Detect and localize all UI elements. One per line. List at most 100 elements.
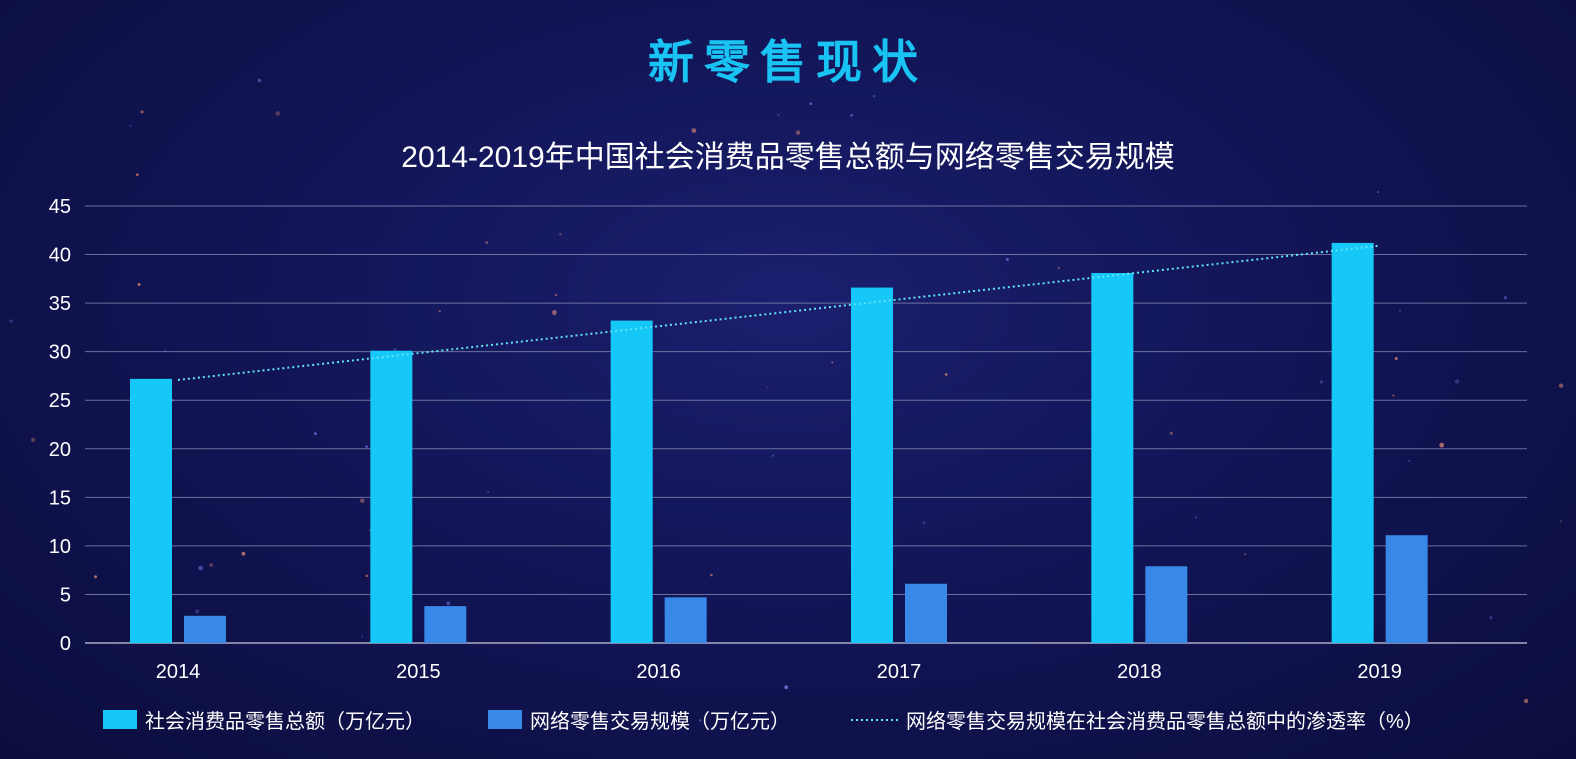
- x-tick-label: 2016: [636, 661, 681, 683]
- y-tick-label: 20: [49, 439, 71, 461]
- bar-retail-2017: [851, 287, 893, 643]
- background-star: [699, 719, 702, 722]
- background-star: [1115, 722, 1120, 727]
- background-star: [361, 635, 364, 638]
- background-star: [784, 685, 789, 690]
- x-tick-label: 2014: [156, 661, 201, 683]
- bar-retail-2016: [610, 320, 653, 643]
- bar-retail-2015: [370, 350, 413, 643]
- background-star: [1169, 167, 1173, 170]
- x-tick-label: 2015: [396, 661, 441, 683]
- background-star: [1169, 431, 1173, 435]
- legend: 社会消费品零售总额（万亿元） 网络零售交易规模（万亿元） 网络零售交易规模在社会消费…: [103, 710, 1424, 733]
- y-tick-label: 45: [49, 196, 71, 218]
- background-star: [209, 563, 213, 567]
- background-star: [850, 113, 854, 117]
- background-star: [809, 102, 813, 105]
- y-tick-label: 25: [49, 390, 71, 412]
- background-star: [485, 241, 489, 245]
- bar-online-2017: [905, 583, 947, 643]
- background-star: [691, 128, 697, 134]
- background-star: [487, 491, 490, 494]
- background-star: [195, 609, 200, 614]
- background-star: [1408, 459, 1411, 462]
- bar-online-2019: [1385, 535, 1428, 643]
- background-star: [1244, 553, 1247, 556]
- background-star: [137, 283, 141, 286]
- bar-online-2016: [664, 597, 707, 643]
- x-axis-ticks: 2014 2015 2016 2017 2018 2019: [156, 661, 1402, 683]
- background-star: [365, 445, 368, 448]
- bar-retail-2018: [1091, 273, 1134, 643]
- y-tick-label: 15: [49, 487, 71, 509]
- bar-online-2018: [1145, 566, 1188, 643]
- background-star: [1006, 258, 1009, 261]
- x-tick-label: 2017: [877, 661, 922, 683]
- background-star: [1377, 191, 1379, 193]
- background-star: [1503, 296, 1507, 300]
- background-star: [1454, 379, 1460, 384]
- background-star: [94, 575, 97, 579]
- y-tick-label: 5: [60, 584, 71, 606]
- bars: [130, 242, 1428, 643]
- background-star: [1394, 356, 1398, 361]
- background-star: [360, 498, 365, 503]
- background-star: [944, 373, 948, 376]
- background-star: [9, 319, 13, 323]
- x-tick-label: 2019: [1357, 661, 1402, 683]
- background-star: [1195, 516, 1197, 519]
- background-star: [30, 437, 36, 442]
- background-star: [922, 521, 926, 525]
- trend-line-path: [177, 244, 1380, 381]
- legend-label-retail: 社会消费品零售总额（万亿元）: [145, 710, 425, 733]
- background-star: [1439, 442, 1445, 448]
- background-star: [365, 574, 369, 578]
- background-star: [1392, 394, 1395, 397]
- background-star: [393, 347, 397, 351]
- background-star: [275, 111, 281, 116]
- background-star: [872, 94, 876, 98]
- background-star: [1489, 616, 1493, 620]
- y-gridlines: [85, 205, 1527, 644]
- legend-label-online: 网络零售交易规模（万亿元）: [530, 710, 790, 733]
- bar-online-2014: [184, 615, 226, 643]
- background-star: [767, 386, 769, 389]
- background-stars: [9, 78, 1564, 727]
- page-headline: 新零售现状: [648, 36, 928, 88]
- background-star: [1398, 309, 1402, 312]
- y-tick-label: 10: [49, 536, 71, 558]
- background-star: [1319, 380, 1323, 384]
- background-star: [795, 130, 801, 135]
- background-star: [710, 573, 713, 577]
- background-star: [831, 361, 834, 364]
- background-star: [552, 310, 557, 315]
- legend-swatch-retail: [103, 710, 137, 729]
- background-star: [777, 113, 780, 117]
- background-star: [438, 310, 441, 313]
- y-tick-label: 40: [49, 245, 71, 267]
- background-star: [129, 124, 132, 127]
- background-star: [446, 601, 451, 606]
- background-star: [554, 293, 557, 297]
- y-tick-label: 0: [60, 633, 71, 655]
- legend-label-trend: 网络零售交易规模在社会消费品零售总额中的渗透率（%）: [906, 710, 1424, 733]
- background-star: [771, 454, 774, 457]
- y-tick-label: 35: [49, 293, 71, 315]
- background-star: [198, 565, 203, 571]
- background-star: [1560, 520, 1562, 523]
- background-star: [559, 233, 562, 236]
- background-star: [314, 432, 317, 435]
- background-star: [241, 551, 246, 556]
- background-star: [1558, 383, 1564, 388]
- chart-title: 2014-2019年中国社会消费品零售总额与网络零售交易规模: [401, 141, 1174, 174]
- y-axis-ticks: 0 5 10 15 20 25 30 35 40 45: [49, 196, 71, 655]
- background-star: [1057, 267, 1060, 270]
- background-star: [135, 173, 139, 177]
- bar-online-2015: [424, 606, 467, 643]
- trend-line: [177, 244, 1380, 381]
- background-star: [257, 78, 262, 83]
- legend-swatch-online: [488, 710, 522, 729]
- background-star: [140, 110, 144, 114]
- y-tick-label: 30: [49, 342, 71, 364]
